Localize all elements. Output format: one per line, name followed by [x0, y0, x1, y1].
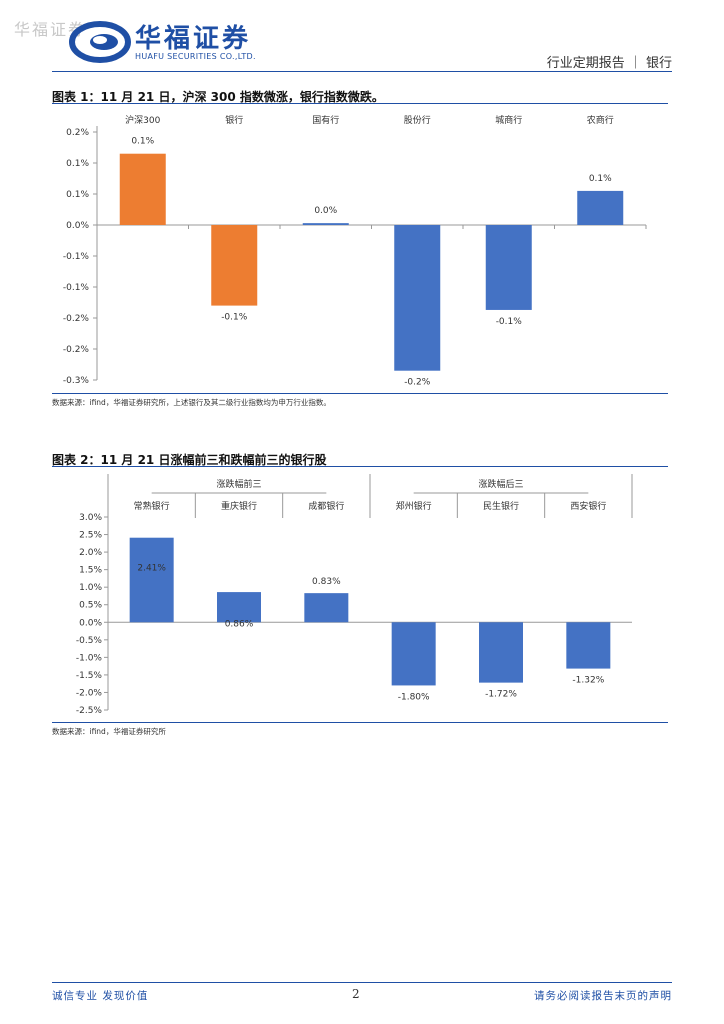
figure2-y-tick-label: -2.0% — [76, 688, 103, 698]
figure1-category-label: 股份行 — [404, 114, 431, 126]
figure2-top-rule — [52, 466, 668, 467]
figure1-category-label: 沪深300 — [125, 114, 160, 126]
watermark-text: 华福证券 — [14, 20, 87, 39]
figure1-category-label: 国有行 — [312, 114, 339, 126]
brand-name-cn: 华福证券 — [135, 24, 252, 54]
figure2-y-tick-label: 2.0% — [79, 548, 102, 558]
figure1-data-label: 0.1% — [589, 174, 612, 184]
figure1-data-label: -0.1% — [221, 313, 248, 323]
figure2-category-label: 成都银行 — [308, 500, 344, 512]
figure1-y-tick-label: 0.1% — [66, 159, 89, 169]
footer-slogan: 诚信专业 发现价值 — [52, 990, 149, 1002]
figure1-data-label: -0.2% — [404, 378, 431, 388]
figure2-bar — [479, 622, 523, 683]
figure1-title: 图表 1：11 月 21 日，沪深 300 指数微涨，银行指数微跌。 — [52, 90, 384, 104]
figure2-data-label: 0.86% — [225, 619, 254, 629]
figure2-y-tick-label: 0.5% — [79, 601, 102, 611]
figure2-y-tick-label: -2.5% — [76, 706, 103, 716]
figure1-source: 数据来源：ifind，华福证券研究所，上述银行及其二级行业指数均为申万行业指数。 — [52, 398, 331, 407]
figure1-bar — [211, 225, 258, 306]
footer-disclaimer: 请务必阅读报告末页的声明 — [534, 990, 672, 1002]
figure2-y-tick-label: -0.5% — [76, 636, 103, 646]
figure2-source: 数据来源：ifind，华福证券研究所 — [52, 727, 166, 736]
figure1-category-label: 城商行 — [495, 114, 522, 126]
figure1-bottom-rule — [52, 393, 668, 394]
figure1-y-tick-label: -0.1% — [63, 252, 90, 262]
figure2-data-label: -1.32% — [572, 676, 604, 686]
figure2-group-label: 涨跌幅后三 — [478, 478, 523, 490]
figure2-data-label: -1.72% — [485, 690, 517, 700]
figure1-top-rule — [52, 103, 668, 104]
figure2-bar — [391, 622, 436, 686]
figure2-data-label: 0.83% — [312, 577, 341, 587]
figure2-y-tick-label: -1.5% — [76, 671, 103, 681]
figure2-bar — [304, 593, 349, 623]
figure2-category-label: 重庆银行 — [221, 500, 257, 512]
figure2-y-tick-label: -1.0% — [76, 653, 103, 663]
figure2-category-label: 常熟银行 — [134, 500, 170, 512]
figure2-y-tick-label: 1.5% — [79, 566, 102, 576]
figure2-title: 图表 2：11 月 21 日涨幅前三和跌幅前三的银行股 — [52, 453, 327, 467]
figure1-bar — [485, 225, 532, 310]
figure2-group-label: 涨跌幅前三 — [216, 478, 261, 490]
figure2-data-label: -1.80% — [398, 692, 430, 702]
header-divider — [52, 71, 672, 72]
figure1-y-tick-label: 0.1% — [66, 190, 89, 200]
figure1-y-tick-label: -0.2% — [63, 314, 90, 324]
figure1-data-label: -0.1% — [496, 317, 523, 327]
figure2-data-label: 2.41% — [137, 564, 166, 574]
figure1-data-label: 0.0% — [314, 206, 337, 216]
figure1-data-label: 0.1% — [131, 137, 154, 147]
figure2-y-tick-label: 0.0% — [79, 618, 102, 628]
figure1-y-tick-label: 0.0% — [66, 221, 89, 231]
page-number: 2 — [352, 987, 360, 1001]
figure2-category-label: 民生银行 — [483, 500, 519, 512]
figure1-y-tick-label: 0.2% — [66, 128, 89, 138]
report-type-label: 行业定期报告 ｜ 银行 — [546, 56, 672, 71]
figure1-y-tick-label: -0.1% — [63, 283, 90, 293]
figure1-bar — [119, 153, 166, 225]
figure1-bar — [394, 225, 441, 371]
figure2-y-tick-label: 2.5% — [79, 531, 102, 541]
figure1-bar — [302, 223, 349, 225]
figure2-bottom-rule — [52, 722, 668, 723]
figure1-y-tick-label: -0.3% — [63, 376, 90, 386]
figure1-bar — [577, 190, 624, 225]
figure2-category-label: 郑州银行 — [396, 500, 432, 512]
figure2-y-tick-label: 1.0% — [79, 583, 102, 593]
figure2-y-tick-label: 3.0% — [79, 513, 102, 523]
figure1-category-label: 农商行 — [587, 114, 614, 126]
figure2-category-label: 西安银行 — [570, 500, 606, 512]
figure2-bar — [129, 537, 174, 623]
figure1-category-label: 银行 — [225, 114, 243, 126]
brand-name-en: HUAFU SECURITIES CO.,LTD. — [135, 52, 256, 61]
figure2-bar — [566, 622, 611, 669]
figure2-bar — [217, 592, 261, 623]
figure1-y-tick-label: -0.2% — [63, 345, 90, 355]
footer-divider — [52, 982, 672, 983]
huafu-logo-icon — [69, 21, 131, 63]
